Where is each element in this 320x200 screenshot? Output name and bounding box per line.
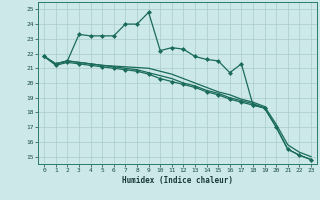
X-axis label: Humidex (Indice chaleur): Humidex (Indice chaleur) [122, 176, 233, 185]
